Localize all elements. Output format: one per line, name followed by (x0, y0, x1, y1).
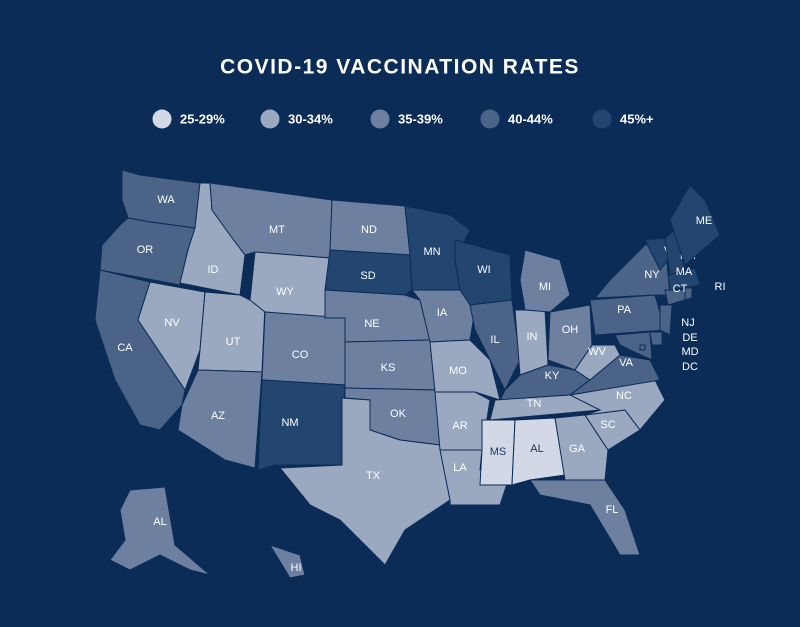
state-label: MN (423, 246, 440, 258)
state-label: CA (117, 342, 133, 354)
state (268, 544, 306, 579)
state-label: NC (616, 390, 632, 402)
state-label: WY (276, 286, 294, 298)
state (479, 419, 516, 486)
legend-swatch (259, 108, 281, 130)
state (109, 486, 211, 576)
state-label: TN (527, 398, 542, 410)
state-label: AZ (211, 410, 225, 422)
state-label: OH (562, 324, 579, 336)
state-label: TX (366, 470, 381, 482)
state (574, 344, 621, 381)
state (659, 304, 673, 336)
state-label: ME (696, 215, 713, 227)
state-label: MS (490, 446, 507, 458)
state (324, 249, 413, 296)
legend-swatch (369, 108, 391, 130)
state-label: MT (269, 224, 285, 236)
state-label: WV (588, 346, 606, 358)
state-label: NV (164, 317, 180, 329)
legend-label: 35-39% (398, 111, 443, 126)
state (99, 217, 196, 286)
state-label: WI (477, 264, 490, 276)
legend-label: 40-44% (508, 111, 553, 126)
state-label: AR (452, 420, 467, 432)
state-label: ID (208, 264, 219, 276)
state-label: NM (281, 417, 298, 429)
state-label: SC (600, 419, 615, 431)
state-label: NE (364, 318, 379, 330)
state (511, 417, 566, 486)
legend-label: 25-29% (180, 111, 225, 126)
state-label: KS (381, 362, 396, 374)
state-label: OK (390, 408, 407, 420)
state-label: HI (291, 562, 302, 574)
state-label: MD (681, 346, 698, 358)
state-label: OR (137, 244, 154, 256)
state-label: LA (453, 462, 467, 474)
state (639, 344, 646, 351)
state-label: MI (539, 281, 551, 293)
state (649, 331, 663, 346)
state-label: UT (226, 336, 241, 348)
state-label: PA (617, 304, 632, 316)
state-label: FL (606, 504, 619, 516)
state-label: DE (682, 332, 697, 344)
title: COVID-19 VACCINATION RATES (220, 56, 580, 79)
state (614, 331, 653, 361)
state-label: CT (673, 283, 688, 295)
state-label: VA (619, 357, 634, 369)
state (137, 281, 206, 392)
state-label: AL (153, 516, 166, 528)
state-label: NY (644, 269, 660, 281)
state (568, 379, 666, 431)
state-label: DC (682, 361, 698, 373)
state (669, 184, 721, 266)
state (664, 229, 686, 276)
state (278, 397, 451, 566)
state (257, 379, 346, 471)
state-label: IL (490, 334, 499, 346)
state-label: IA (437, 307, 448, 319)
state-label: RI (715, 281, 726, 293)
legend-swatch (479, 108, 501, 130)
state (529, 479, 641, 556)
state-label: WA (157, 194, 175, 206)
state-label: IN (527, 331, 538, 343)
legend-label: 30-34% (288, 111, 333, 126)
legend-swatch (591, 108, 613, 130)
state-label: AL (530, 443, 543, 455)
state-label: MO (449, 365, 467, 377)
state (684, 287, 693, 301)
state-label: CO (292, 349, 309, 361)
state (554, 414, 609, 481)
state-label: NJ (681, 317, 694, 329)
state-label: SD (360, 270, 375, 282)
state-label: ND (361, 224, 377, 236)
state-label: MA (676, 266, 693, 278)
legend-label: 45%+ (620, 111, 654, 126)
state-label: KY (545, 370, 560, 382)
state (667, 267, 701, 291)
legend-swatch (151, 108, 173, 130)
state-label: GA (569, 443, 586, 455)
